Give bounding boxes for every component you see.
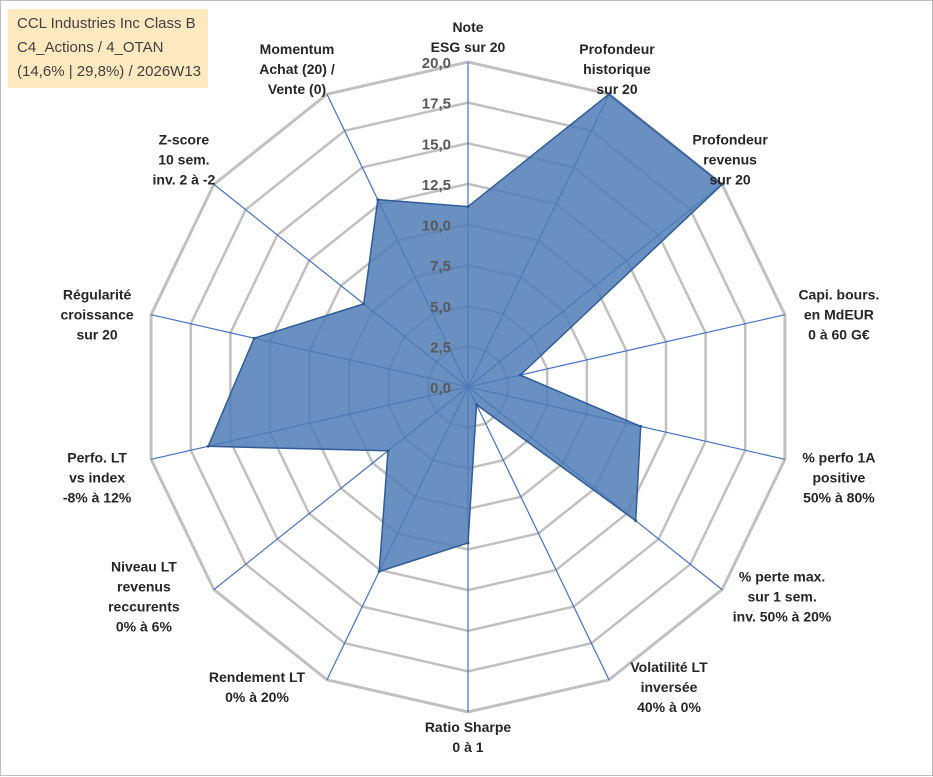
chart-title-box: CCL Industries Inc Class B C4_Actions / … xyxy=(8,9,208,88)
category-label: Volatilité LT inversée 40% à 0% xyxy=(630,659,708,715)
category-label: Z-score 10 sem. inv. 2 à -2 xyxy=(153,131,216,187)
category-label-line: inversée xyxy=(641,679,698,695)
category-label-line: 50% à 80% xyxy=(803,489,875,505)
category-label-line: ESG sur 20 xyxy=(431,39,506,55)
category-label-line: sur 1 sem. xyxy=(747,589,816,605)
category-label-line: Régularité xyxy=(63,287,132,303)
data-point xyxy=(466,205,470,209)
category-label-line: Volatilité LT xyxy=(630,659,708,675)
category-label-line: Capi. bours. xyxy=(798,287,879,303)
category-label-line: -8% à 12% xyxy=(63,489,132,505)
category-label-line: Rendement LT xyxy=(209,669,306,685)
category-label: Rendement LT 0% à 20% xyxy=(209,669,306,705)
data-point xyxy=(362,302,366,306)
title-line-3: (14,6% | 29,8%) / 2026W13 xyxy=(17,63,201,80)
category-label: Profondeur historique sur 20 xyxy=(579,41,655,97)
category-label-line: Ratio Sharpe xyxy=(425,719,512,735)
category-labels: Note ESG sur 20 Profondeur historique sur 20… xyxy=(61,19,880,755)
category-label-line: Profondeur xyxy=(579,41,655,57)
category-label: Niveau LT revenus reccurents 0% à 6% xyxy=(108,559,180,635)
category-label: Note ESG sur 20 xyxy=(431,19,506,55)
category-label-line: Momentum xyxy=(260,41,335,57)
category-label: % perfo 1A positive 50% à 80% xyxy=(802,449,875,505)
data-point xyxy=(639,424,643,428)
category-label-line: revenus xyxy=(703,151,757,167)
data-point xyxy=(475,403,478,407)
category-label-line: inv. 2 à -2 xyxy=(153,171,216,187)
data-point xyxy=(252,336,256,340)
tick-label: 7,5 xyxy=(430,258,451,275)
title-line-1: CCL Industries Inc Class B xyxy=(17,15,196,32)
data-point xyxy=(607,92,611,96)
data-point xyxy=(466,541,470,545)
series-area xyxy=(206,92,724,573)
category-label-line: % perte max. xyxy=(739,569,825,585)
tick-label: 17,5 xyxy=(422,96,451,113)
data-point xyxy=(206,444,210,448)
data-point xyxy=(720,182,724,186)
category-label-line: 0 à 1 xyxy=(452,739,483,755)
category-label-line: positive xyxy=(812,469,865,485)
category-label-line: 0% à 6% xyxy=(116,619,173,635)
category-label: % perte max. sur 1 sem. inv. 50% à 20% xyxy=(733,569,832,625)
category-label-line: sur 20 xyxy=(596,81,637,97)
category-label-line: inv. 50% à 20% xyxy=(733,609,832,625)
data-point xyxy=(376,198,380,202)
category-label-line: historique xyxy=(583,61,651,77)
data-point xyxy=(518,373,522,377)
category-label-line: 0 à 60 G€ xyxy=(808,327,870,343)
data-point xyxy=(386,449,390,453)
tick-labels: 0,0 2,5 5,0 7,5 10,0 12,5 15,0 17,5 20,0 xyxy=(422,55,451,397)
tick-label: 20,0 xyxy=(422,55,451,72)
tick-label: 15,0 xyxy=(422,136,451,153)
category-label: Ratio Sharpe 0 à 1 xyxy=(425,719,512,755)
tick-label: 12,5 xyxy=(422,177,451,194)
category-label-line: Note xyxy=(452,19,483,35)
category-label-line: Profondeur xyxy=(692,131,768,147)
title-line-2: C4_Actions / 4_OTAN xyxy=(17,39,164,56)
category-label-line: sur 20 xyxy=(709,171,750,187)
category-label: Régularité croissance sur 20 xyxy=(61,287,134,343)
category-label-line: Perfo. LT xyxy=(67,449,127,465)
category-label-line: 40% à 0% xyxy=(637,699,701,715)
tick-label: 2,5 xyxy=(430,339,451,356)
category-label-line: Z-score xyxy=(159,131,210,147)
series-polygon xyxy=(207,93,724,573)
category-label-line: 0% à 20% xyxy=(225,689,289,705)
category-label: Momentum Achat (20) / Vente (0) xyxy=(259,41,335,97)
category-label-line: revenus xyxy=(117,579,171,595)
category-label-line: Niveau LT xyxy=(111,559,177,575)
category-label-line: Achat (20) / xyxy=(259,61,335,77)
category-label-line: en MdEUR xyxy=(804,307,874,323)
category-label: Perfo. LT vs index -8% à 12% xyxy=(63,449,132,505)
data-point xyxy=(634,519,638,523)
category-label-line: % perfo 1A xyxy=(802,449,875,465)
tick-label: 10,0 xyxy=(422,218,451,235)
category-label-line: croissance xyxy=(61,307,134,323)
category-label-line: Vente (0) xyxy=(268,81,326,97)
data-point xyxy=(377,570,381,573)
tick-label: 0,0 xyxy=(430,380,451,397)
category-label-line: reccurents xyxy=(108,599,180,615)
category-label: Capi. bours. en MdEUR 0 à 60 G€ xyxy=(798,287,879,343)
axis-spoke xyxy=(467,386,610,681)
category-label: Profondeur revenus sur 20 xyxy=(692,131,768,187)
tick-label: 5,0 xyxy=(430,299,451,316)
category-label-line: sur 20 xyxy=(76,327,117,343)
category-label-line: vs index xyxy=(69,469,125,485)
category-label-line: 10 sem. xyxy=(158,151,209,167)
